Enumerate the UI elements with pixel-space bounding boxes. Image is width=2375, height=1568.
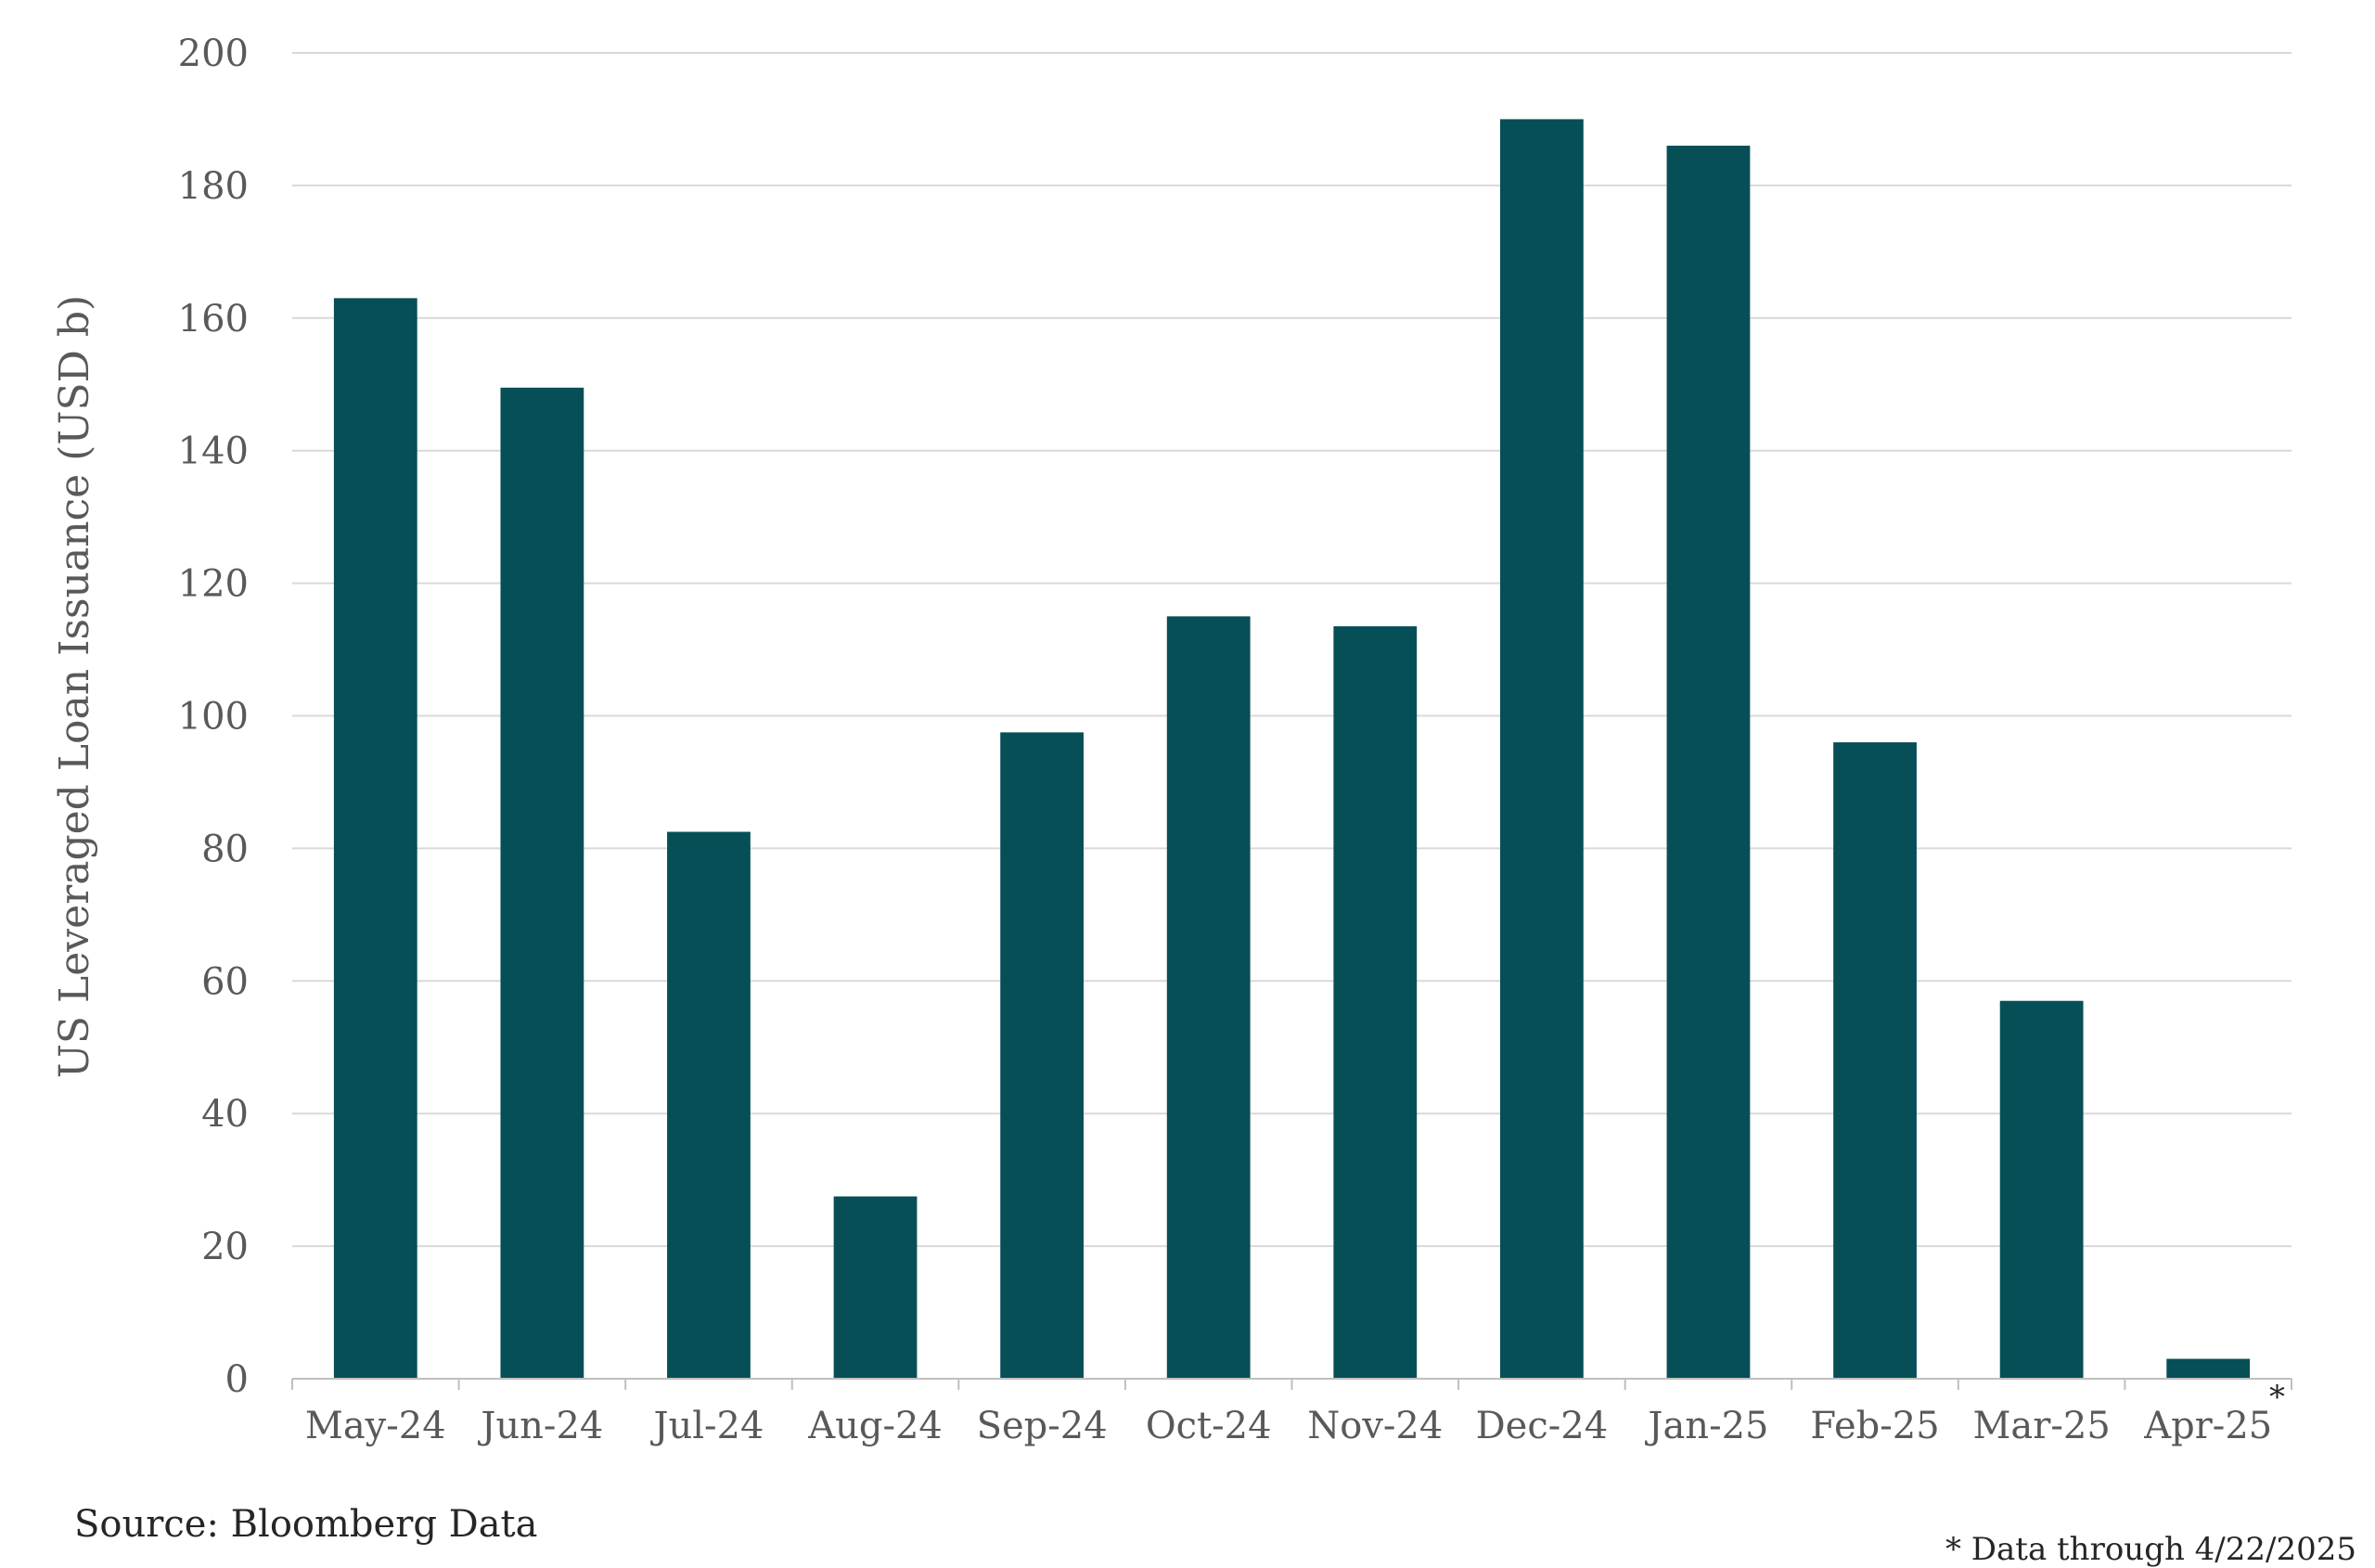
bar-apr-25 — [2166, 1358, 2251, 1379]
y-tick-label: 100 — [178, 696, 249, 739]
y-axis: 0 20 40 60 80 100 120 140 160 180 200 — [178, 32, 249, 1401]
x-axis: May-24 Jun-24 Jul-24 Aug-24 Sep-24 Oct-24 Nov-… — [291, 1378, 2292, 1447]
x-tick-label: Apr-25 — [2143, 1405, 2272, 1447]
gridlines — [292, 52, 2292, 1248]
x-tick-label: Jan-25 — [1644, 1405, 1768, 1447]
y-axis-label: US Leveraged Loan Issuance (USD b) — [51, 295, 98, 1078]
y-tick-label: 20 — [201, 1226, 249, 1268]
bar-may-24 — [333, 298, 417, 1379]
x-tick-label: Oct-24 — [1146, 1405, 1272, 1447]
footnote: * Data through 4/22/2025 — [1945, 1531, 2356, 1568]
x-tick-label: Jul-24 — [649, 1405, 764, 1447]
bars — [333, 119, 2251, 1380]
x-tick-label: Jun-24 — [477, 1405, 603, 1447]
y-tick-label: 60 — [201, 960, 249, 1003]
y-tick-label: 120 — [178, 563, 249, 606]
x-tick-label: Mar-25 — [1972, 1405, 2110, 1447]
x-tick-label: Aug-24 — [807, 1405, 943, 1447]
y-tick-label: 80 — [201, 828, 249, 870]
x-tick-label: May-24 — [305, 1405, 446, 1447]
apr-25-asterisk: * — [2269, 1379, 2285, 1416]
y-tick-label: 160 — [178, 298, 249, 341]
x-tick-label: Dec-24 — [1476, 1405, 1609, 1447]
bar-oct-24 — [1166, 616, 1251, 1379]
bar-jul-24 — [667, 831, 751, 1379]
bar-sep-24 — [1000, 732, 1085, 1379]
bar-nov-24 — [1333, 626, 1418, 1379]
bar-feb-25 — [1833, 742, 1917, 1379]
y-tick-label: 0 — [225, 1358, 249, 1401]
bar-mar-25 — [1999, 1000, 2084, 1379]
y-tick-label: 180 — [178, 165, 249, 208]
y-tick-label: 200 — [178, 32, 249, 75]
x-tick-label: Nov-24 — [1307, 1405, 1443, 1447]
bar-jun-24 — [500, 387, 584, 1379]
y-tick-label: 40 — [201, 1093, 249, 1136]
y-tick-label: 140 — [178, 431, 249, 473]
bar-aug-24 — [833, 1196, 918, 1379]
bar-jan-25 — [1666, 146, 1751, 1379]
bar-dec-24 — [1499, 119, 1584, 1380]
source-note: Source: Bloomberg Data — [74, 1503, 538, 1546]
x-tick-label: Sep-24 — [977, 1405, 1108, 1447]
x-tick-label: Feb-25 — [1810, 1405, 1939, 1447]
